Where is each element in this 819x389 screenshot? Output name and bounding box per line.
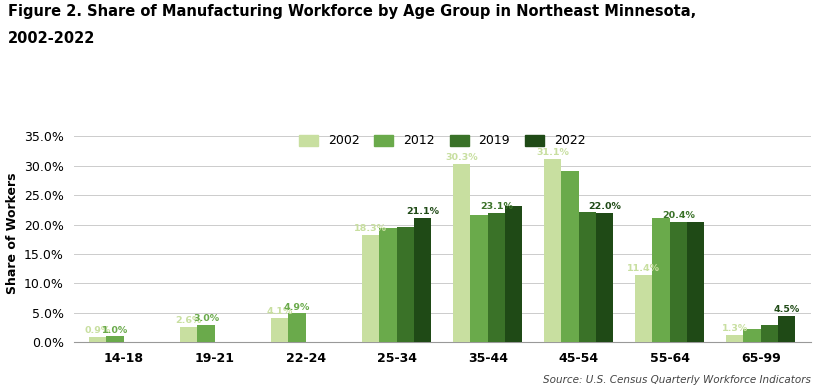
Bar — [505, 206, 523, 342]
Text: 3.0%: 3.0% — [193, 314, 219, 323]
Bar — [453, 164, 470, 342]
Text: 4.1%: 4.1% — [267, 307, 293, 316]
Bar — [596, 213, 613, 342]
Bar — [362, 235, 379, 342]
Text: 23.1%: 23.1% — [480, 202, 513, 211]
Text: 11.4%: 11.4% — [627, 265, 660, 273]
Text: 2.6%: 2.6% — [175, 316, 202, 325]
Text: 20.4%: 20.4% — [662, 211, 695, 220]
Bar — [488, 213, 505, 342]
Bar — [89, 337, 106, 342]
Text: Source: U.S. Census Quarterly Workforce Indicators: Source: U.S. Census Quarterly Workforce … — [543, 375, 811, 385]
Bar — [197, 325, 215, 342]
Bar — [726, 335, 744, 342]
Bar — [670, 222, 687, 342]
Text: Figure 2. Share of Manufacturing Workforce by Age Group in Northeast Minnesota,: Figure 2. Share of Manufacturing Workfor… — [8, 4, 696, 19]
Bar — [396, 227, 414, 342]
Text: 1.3%: 1.3% — [722, 324, 748, 333]
Bar — [106, 336, 124, 342]
Text: 18.3%: 18.3% — [355, 224, 387, 233]
Bar — [687, 222, 704, 342]
Text: 1.0%: 1.0% — [102, 326, 129, 335]
Text: 2002-2022: 2002-2022 — [8, 31, 96, 46]
Bar — [288, 314, 305, 342]
Text: 0.9%: 0.9% — [84, 326, 111, 335]
Bar — [653, 217, 670, 342]
Bar — [761, 325, 778, 342]
Text: 22.0%: 22.0% — [588, 202, 621, 211]
Bar — [579, 212, 596, 342]
Text: 4.9%: 4.9% — [284, 303, 310, 312]
Bar — [544, 159, 562, 342]
Y-axis label: Share of Workers: Share of Workers — [6, 173, 19, 294]
Text: 21.1%: 21.1% — [406, 207, 439, 216]
Bar — [636, 275, 653, 342]
Bar — [271, 318, 288, 342]
Bar — [379, 228, 396, 342]
Legend: 2002, 2012, 2019, 2022: 2002, 2012, 2019, 2022 — [295, 131, 590, 151]
Text: 31.1%: 31.1% — [536, 149, 569, 158]
Bar — [562, 171, 579, 342]
Bar — [470, 215, 488, 342]
Bar — [778, 316, 795, 342]
Bar — [744, 329, 761, 342]
Bar — [414, 218, 432, 342]
Text: 30.3%: 30.3% — [446, 153, 478, 162]
Bar — [180, 327, 197, 342]
Text: 4.5%: 4.5% — [774, 305, 800, 314]
